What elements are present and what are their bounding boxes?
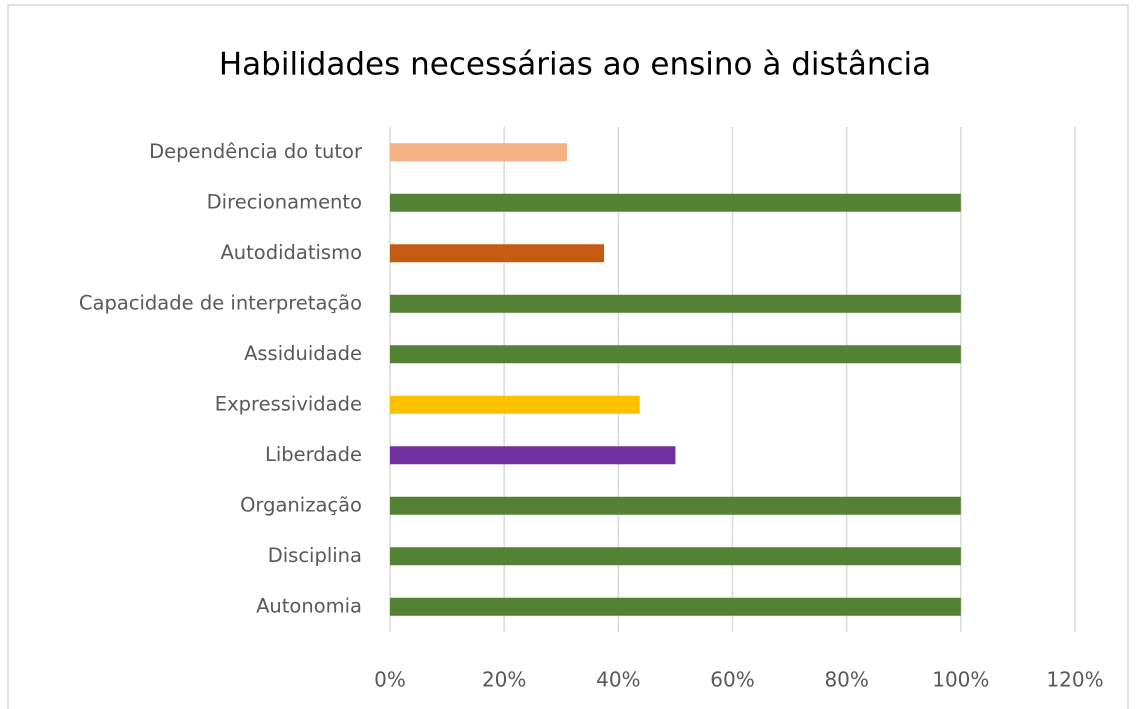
- y-tick-label: Assiduidade: [244, 342, 362, 365]
- y-tick-label: Autodidatismo: [220, 241, 362, 264]
- bar: [390, 294, 961, 313]
- x-tick-label: 60%: [710, 668, 754, 692]
- x-tick-label: 80%: [824, 668, 868, 692]
- y-tick-label: Organização: [240, 493, 362, 516]
- y-tick-label: Direcionamento: [207, 190, 362, 213]
- y-tick-label: Capacidade de interpretação: [79, 291, 362, 314]
- x-tick-label: 120%: [1046, 668, 1103, 692]
- bar: [390, 446, 676, 465]
- bar: [390, 597, 961, 616]
- x-tick-label: 100%: [932, 668, 989, 692]
- bar: [390, 193, 961, 212]
- chart-title: Habilidades necessárias ao ensino à dist…: [219, 47, 931, 83]
- x-tick-label: 0%: [374, 668, 406, 692]
- bar: [390, 547, 961, 566]
- bar: [390, 244, 605, 263]
- bar: [390, 143, 567, 162]
- bar: [390, 395, 640, 414]
- bar: [390, 496, 961, 515]
- y-tick-label: Dependência do tutor: [149, 140, 363, 163]
- y-tick-label: Disciplina: [268, 544, 362, 567]
- bar: [390, 345, 961, 364]
- y-tick-label: Expressividade: [215, 392, 362, 415]
- y-tick-label: Autonomia: [256, 594, 362, 617]
- y-tick-label: Liberdade: [265, 443, 362, 466]
- x-tick-label: 20%: [482, 668, 526, 692]
- x-tick-label: 40%: [596, 668, 640, 692]
